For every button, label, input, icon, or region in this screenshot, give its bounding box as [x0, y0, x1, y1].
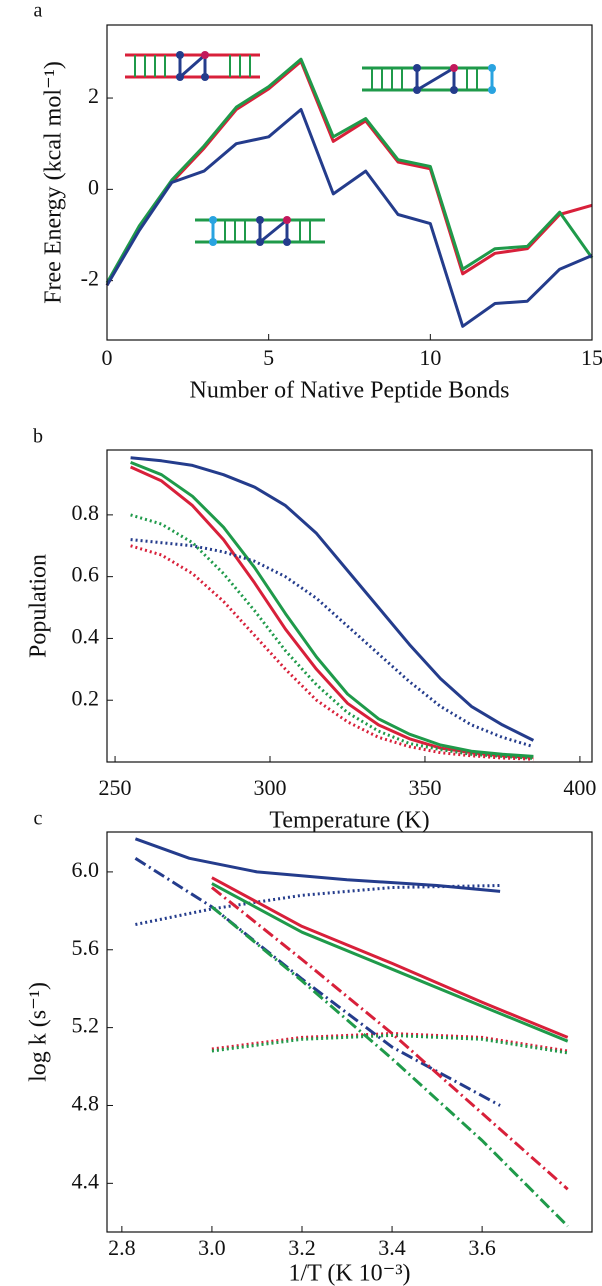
- x-axis-title: 1/T (K 10⁻³): [288, 1261, 410, 1286]
- y-tick-label: -2: [81, 266, 99, 291]
- x-tick-label: 2.8: [108, 1235, 136, 1260]
- series-line: [211, 882, 569, 1043]
- series-line: [134, 857, 501, 1107]
- y-tick-label: 6.0: [72, 857, 100, 882]
- series-line: [129, 465, 534, 759]
- series-line: [210, 905, 569, 1228]
- series-line: [130, 513, 534, 760]
- plot-frame: [106, 24, 593, 341]
- y-axis-title: log k (s⁻¹): [26, 982, 52, 1082]
- y-tick-label: 4.8: [72, 1091, 100, 1116]
- plot-frame: [106, 831, 593, 1233]
- series-line: [210, 886, 569, 1191]
- x-tick-label: 15: [581, 345, 602, 370]
- y-tick-label: 0.2: [72, 685, 100, 710]
- x-tick-label: 300: [254, 775, 287, 800]
- inset-diagram: [125, 51, 496, 246]
- panel-label: a: [34, 0, 43, 22]
- series-line: [211, 876, 569, 1039]
- series-line: [135, 884, 501, 926]
- series-line: [130, 456, 535, 742]
- series-line: [211, 1033, 568, 1055]
- y-axis-title: Population: [26, 554, 52, 658]
- x-tick-label: 350: [408, 775, 441, 800]
- series-line: [134, 837, 501, 893]
- panel-label: b: [33, 426, 43, 448]
- y-tick-label: 5.2: [72, 1013, 100, 1038]
- x-tick-label: 3.6: [468, 1235, 496, 1260]
- y-tick-label: 0.8: [72, 500, 100, 525]
- y-tick-label: 0.6: [72, 562, 100, 587]
- x-tick-label: 5: [263, 345, 274, 370]
- x-tick-label: 250: [99, 775, 132, 800]
- series-line: [105, 60, 593, 286]
- plot-frame: [106, 449, 593, 763]
- x-tick-label: 0: [102, 345, 113, 370]
- y-tick-label: 5.6: [72, 935, 100, 960]
- x-tick-label: 3.0: [198, 1235, 226, 1260]
- y-tick-label: 0: [88, 174, 99, 199]
- series-line: [130, 461, 534, 758]
- x-tick-label: 10: [419, 345, 441, 370]
- x-axis-title: Number of Native Peptide Bonds: [190, 378, 510, 404]
- y-tick-label: 0.4: [72, 623, 100, 648]
- x-tick-label: 3.4: [378, 1235, 406, 1260]
- x-tick-label: 3.2: [288, 1235, 316, 1260]
- panel-label: c: [34, 808, 43, 830]
- y-axis-title: Free Energy (kcal mol⁻¹): [41, 61, 67, 304]
- x-tick-label: 400: [563, 775, 596, 800]
- y-tick-label: 4.4: [72, 1168, 100, 1193]
- series-line: [130, 538, 534, 749]
- y-tick-label: 2: [88, 83, 99, 108]
- series-line: [130, 544, 534, 761]
- series-line: [105, 57, 594, 284]
- x-axis-title: Temperature (K): [269, 808, 429, 834]
- series-line: [211, 1032, 568, 1053]
- series-line: [105, 108, 593, 328]
